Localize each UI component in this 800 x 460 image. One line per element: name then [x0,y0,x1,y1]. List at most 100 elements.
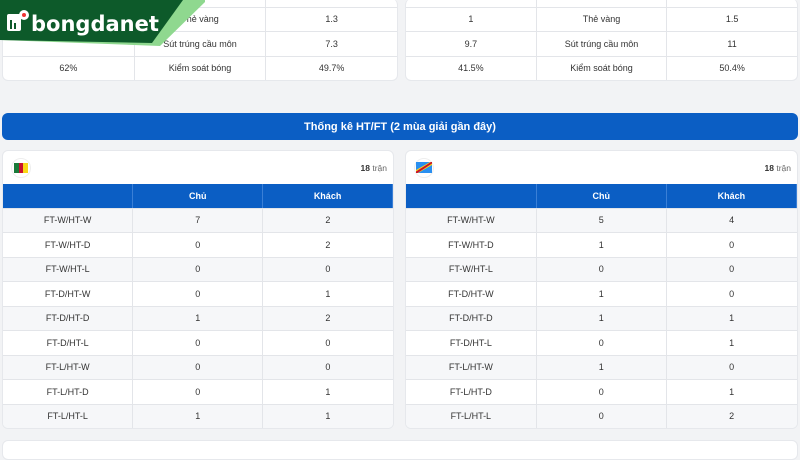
result-label: FT-L/HT-W [406,355,537,380]
table-row: FT-L/HT-W 1 0 [406,355,797,380]
table-row: FT-D/HT-D 1 2 [3,306,393,331]
result-header [406,184,537,209]
away-value: 0 [262,330,393,356]
home-header: Chủ [132,184,264,209]
svg-text:bongdanet: bongdanet [31,12,159,36]
table-row: FT-D/HT-W 0 1 [3,281,393,307]
stat-row: 41.5% Kiểm soát bóng 50.4% [406,56,797,80]
table-row: FT-L/HT-D 0 1 [3,379,393,405]
result-label: FT-W/HT-W [3,208,134,233]
home-value: 1 [536,355,667,380]
away-value: 1.5 [666,7,797,32]
home-value: 1 [536,306,667,331]
table-row: FT-L/HT-D 0 1 [406,379,797,405]
stat-label: Sút trúng cầu môn [536,31,668,57]
header-row: Chủ Khách [3,184,393,209]
cell [666,0,797,8]
away-value: 7.3 [265,31,397,57]
result-label: FT-D/HT-W [406,281,537,307]
away-value: 1 [262,379,393,405]
stat-row: 1 Thẻ vàng 1.5 [406,7,797,32]
htft-card-away: 18 trận Chủ Khách FT-W/HT-W 5 4 FT-W/HT-D 1 0 FT… [405,150,798,429]
table-row: FT-W/HT-L 0 0 [406,257,797,282]
home-value: 0 [132,379,264,405]
away-value: 0 [262,257,393,282]
result-label: FT-D/HT-D [3,306,134,331]
away-value: 2 [666,404,797,428]
result-label: FT-W/HT-L [3,257,134,282]
stat-label: Thẻ vàng [536,7,668,32]
stat-row: 9.7 Sút trúng cầu môn 11 [406,31,797,57]
table-row: FT-D/HT-D 1 1 [406,306,797,331]
table-row [406,0,797,8]
table-row: FT-W/HT-W 5 4 [406,208,797,233]
home-value: 0 [132,257,264,282]
away-value: 1 [666,330,797,356]
away-value: 0 [666,355,797,380]
home-value: 9.7 [406,31,537,57]
home-value: 1 [536,281,667,307]
away-value: 1 [262,281,393,307]
result-label: FT-D/HT-L [3,330,134,356]
home-value: 1 [406,7,537,32]
result-label: FT-W/HT-D [3,232,134,258]
away-value: 0 [262,355,393,380]
table-row: FT-L/HT-L 1 1 [3,404,393,428]
result-label: FT-L/HT-D [3,379,134,405]
away-header: Khách [262,184,393,209]
away-value: 11 [666,31,797,57]
away-value: 1 [666,379,797,405]
table-row: FT-W/HT-D 1 0 [406,232,797,258]
stat-label: Kiểm soát bóng [536,56,668,80]
home-value: 0 [132,330,264,356]
match-count: 18 trận [360,162,388,173]
home-value: 5 [536,208,667,233]
home-value: 41.5% [406,56,537,80]
next-section [2,440,798,460]
table-row: FT-W/HT-W 7 2 [3,208,393,233]
result-label: FT-W/HT-D [406,232,537,258]
away-value: 2 [262,306,393,331]
away-value: 1 [262,404,393,428]
header-row: Chủ Khách [406,184,797,209]
result-label: FT-D/HT-D [406,306,537,331]
table-row: FT-W/HT-L 0 0 [3,257,393,282]
home-value: 0 [536,379,667,405]
cell [265,0,397,8]
home-value: 62% [3,56,135,80]
home-value: 1 [536,232,667,258]
away-value: 4 [666,208,797,233]
result-label: FT-L/HT-L [3,404,134,428]
home-value: 7 [132,208,264,233]
away-value: 49.7% [265,56,397,80]
home-value: 0 [536,404,667,428]
dr-congo-flag-icon [414,157,434,178]
home-header: Chủ [536,184,667,209]
htft-banner: Thống kê HT/FT (2 mùa giải gần đây) [2,113,798,140]
table-row: FT-L/HT-W 0 0 [3,355,393,380]
away-value: 2 [262,208,393,233]
bongdanet-logo[interactable]: bongdanet [0,0,205,46]
result-label: FT-L/HT-W [3,355,134,380]
home-value: 1 [132,306,264,331]
result-header [3,184,134,209]
cameroon-flag-icon [11,157,31,178]
home-value: 0 [132,281,264,307]
htft-card-home: 18 trận Chủ Khách FT-W/HT-W 7 2 FT-W/HT-D 0 2 FT… [2,150,394,429]
table-row: FT-D/HT-L 0 1 [406,330,797,356]
table-row: FT-L/HT-L 0 2 [406,404,797,428]
result-label: FT-W/HT-W [406,208,537,233]
cell [406,0,537,8]
away-value: 50.4% [666,56,797,80]
home-value: 0 [132,232,264,258]
away-header: Khách [666,184,797,209]
away-value: 0 [666,257,797,282]
result-label: FT-D/HT-W [3,281,134,307]
away-value: 1.3 [265,7,397,32]
away-value: 1 [666,306,797,331]
table-row: FT-D/HT-W 1 0 [406,281,797,307]
table-row: FT-D/HT-L 0 0 [3,330,393,356]
away-value: 0 [666,281,797,307]
away-value: 0 [666,232,797,258]
home-value: 0 [132,355,264,380]
